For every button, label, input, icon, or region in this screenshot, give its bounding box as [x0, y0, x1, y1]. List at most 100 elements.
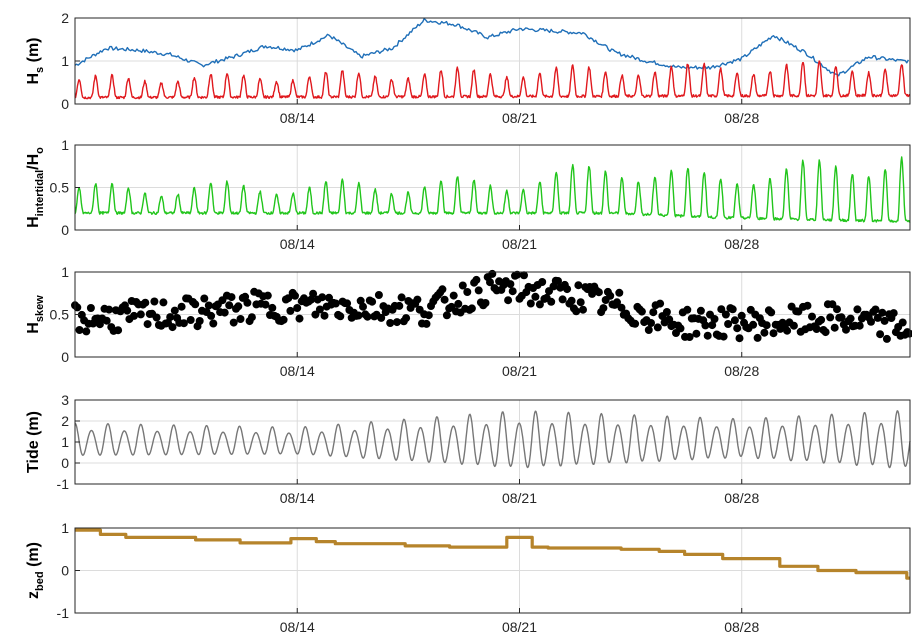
hskew-point	[375, 291, 383, 299]
hskew-point	[853, 305, 861, 313]
hskew-point	[368, 298, 376, 306]
hskew-point	[615, 289, 623, 297]
hskew-point	[171, 307, 179, 315]
hskew-point	[225, 301, 233, 309]
hskew-point	[472, 276, 480, 284]
hskew-point	[87, 304, 95, 312]
hskew-point	[209, 320, 217, 328]
y-axis-label: Hskew	[25, 295, 46, 334]
x-tick-label: 08/28	[724, 363, 759, 379]
hskew-point	[579, 306, 587, 314]
hskew-point	[207, 312, 215, 320]
hskew-point	[738, 312, 746, 320]
y-tick-label: 0	[61, 455, 69, 471]
x-tick-label: 08/14	[280, 236, 315, 252]
hskew-point	[770, 329, 778, 337]
hskew-point	[754, 334, 762, 342]
hskew-point	[395, 302, 403, 310]
hskew-point	[656, 300, 664, 308]
hs-line	[75, 19, 908, 76]
hskew-point	[856, 322, 864, 330]
hskew-point	[711, 315, 719, 323]
hskew-point	[178, 303, 186, 311]
hskew-point	[720, 333, 728, 341]
hskew-point	[221, 309, 229, 317]
y-tick-label: -1	[57, 476, 70, 492]
hskew-point	[144, 320, 152, 328]
y-tick-label: 0.5	[50, 307, 70, 323]
x-tick-label: 08/21	[502, 236, 537, 252]
y-axis-label: Hs (m)	[25, 37, 46, 84]
hskew-point	[831, 324, 839, 332]
hskew-point	[141, 299, 149, 307]
hskew-point	[872, 306, 880, 314]
hskew-point	[749, 321, 757, 329]
hskew-point	[438, 285, 446, 293]
hskew-point	[577, 298, 585, 306]
hskew-point	[677, 324, 685, 332]
hskew-point	[103, 317, 111, 325]
hskew-point	[230, 319, 238, 327]
hskew-point	[318, 293, 326, 301]
hskew-point	[76, 326, 84, 334]
hskew-point	[450, 292, 458, 300]
hskew-point	[234, 302, 242, 310]
hskew-point	[237, 315, 245, 323]
hskew-point	[724, 320, 732, 328]
hskew-point	[509, 287, 517, 295]
hskew-point	[243, 299, 251, 307]
hskew-point	[847, 315, 855, 323]
x-tick-label: 08/21	[502, 490, 537, 506]
hskew-point	[808, 313, 816, 321]
hskew-point	[413, 296, 421, 304]
hskew-point	[531, 293, 539, 301]
hskew-point	[137, 310, 145, 318]
hskew-point	[790, 322, 798, 330]
x-tick-label: 08/21	[502, 110, 537, 126]
hskew-point	[899, 319, 907, 327]
hskew-point	[423, 320, 431, 328]
hskew-point	[291, 292, 299, 300]
hskew-point	[647, 319, 655, 327]
hskew-point	[321, 312, 329, 320]
hskew-point	[686, 333, 694, 341]
y-tick-label: 2	[61, 413, 69, 429]
hskew-point	[425, 311, 433, 319]
hskew-point	[191, 300, 199, 308]
tide-line	[75, 411, 910, 468]
x-tick-label: 08/28	[724, 110, 759, 126]
hskew-point	[813, 325, 821, 333]
y-tick-label: 0	[61, 563, 69, 579]
hskew-point	[280, 316, 288, 324]
hskew-point	[506, 280, 514, 288]
hskew-point	[572, 307, 580, 315]
hskew-point	[833, 305, 841, 313]
hskew-point	[386, 319, 394, 327]
hskew-point	[205, 302, 213, 310]
hskew-point	[683, 306, 691, 314]
hskew-point	[454, 300, 462, 308]
x-tick-label: 08/14	[280, 619, 315, 635]
hskew-point	[763, 321, 771, 329]
y-axis-label: Hintertidal/Ho	[25, 147, 46, 228]
x-tick-label: 08/21	[502, 363, 537, 379]
hskew-point	[153, 314, 161, 322]
hskew-point	[150, 298, 158, 306]
x-tick-label: 08/28	[724, 619, 759, 635]
hskew-point	[767, 308, 775, 316]
x-tick-label: 08/14	[280, 363, 315, 379]
hskew-point	[783, 327, 791, 335]
hskew-point	[393, 318, 401, 326]
hskew-point	[559, 295, 567, 303]
hskew-point	[867, 318, 875, 326]
hskew-point	[701, 321, 709, 329]
hskew-point	[359, 303, 367, 311]
hskew-point	[729, 305, 737, 313]
hskew-point	[482, 299, 490, 307]
hskew-point	[876, 330, 884, 338]
hskew-point	[692, 330, 700, 338]
hintertidal-line	[75, 157, 910, 223]
y-tick-label: 1	[61, 520, 69, 536]
hskew-point	[704, 332, 712, 340]
hskew-point	[760, 329, 768, 337]
